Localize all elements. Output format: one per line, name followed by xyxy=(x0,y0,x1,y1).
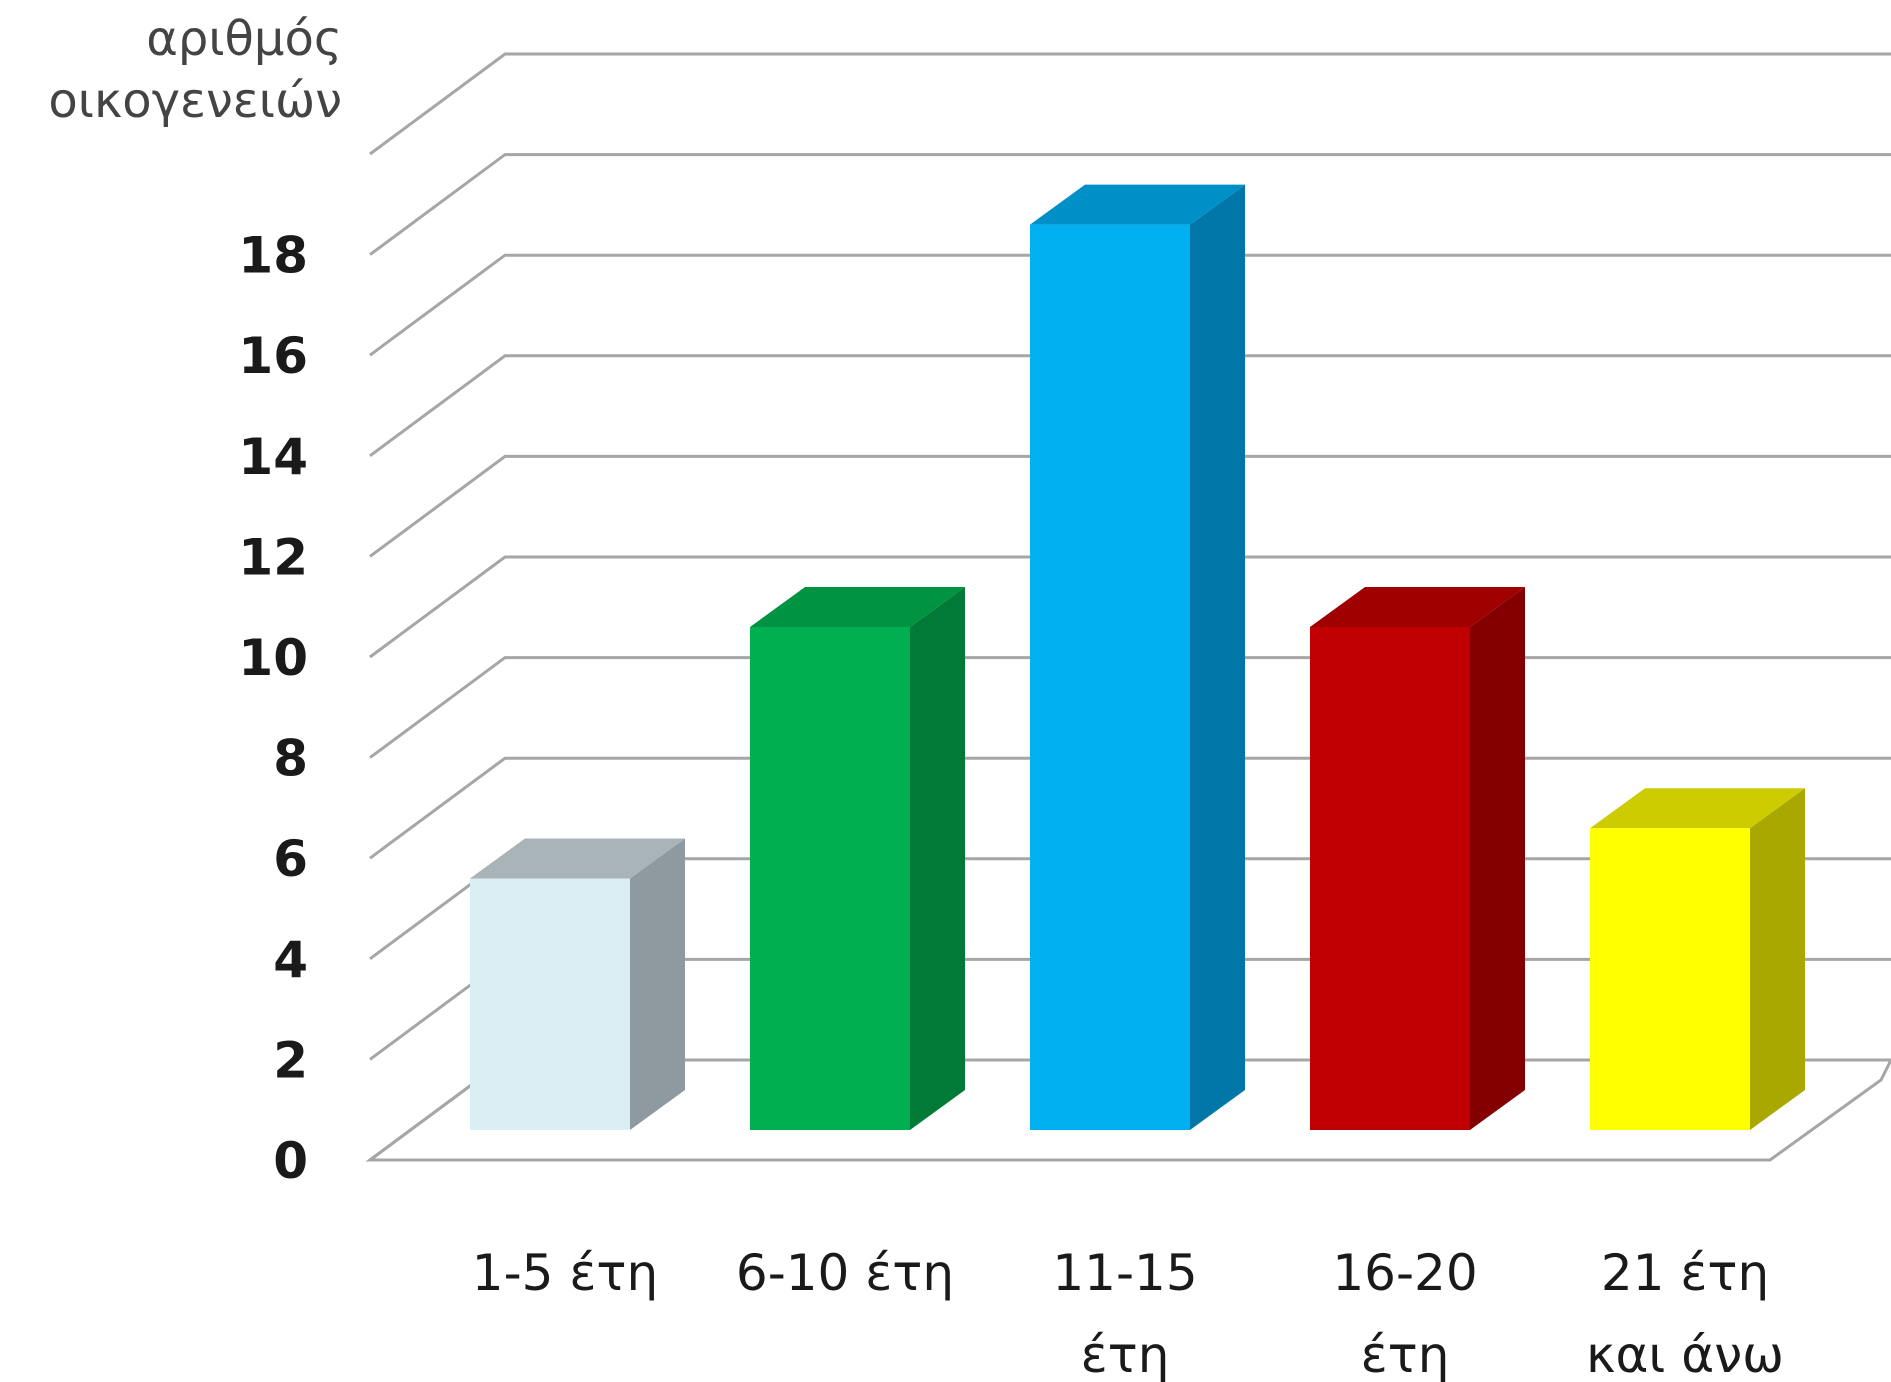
gridline xyxy=(369,354,1891,458)
bar-top xyxy=(750,587,965,627)
bar xyxy=(750,627,910,1130)
bar xyxy=(1030,224,1190,1131)
category-label: 21 έτη xyxy=(1601,1244,1769,1302)
category-label: 11-15 xyxy=(1052,1244,1197,1302)
category-label: 1-5 έτη xyxy=(472,1244,658,1302)
category-label: και άνω xyxy=(1586,1326,1784,1382)
bar-top xyxy=(1310,587,1525,627)
gridline xyxy=(369,153,1891,256)
y-tick-label: 16 xyxy=(238,327,308,385)
y-tick-label: 14 xyxy=(238,428,308,486)
bar-side xyxy=(1470,587,1525,1130)
gridline xyxy=(369,555,1891,659)
y-axis-title-line-1: αριθμός xyxy=(146,11,342,67)
gridline xyxy=(369,253,1891,357)
category-label: έτη xyxy=(1081,1326,1170,1382)
bar xyxy=(470,878,630,1130)
y-tick-label: 0 xyxy=(273,1132,308,1190)
category-label: έτη xyxy=(1361,1326,1450,1382)
y-tick-label: 6 xyxy=(273,830,308,888)
y-tick-label: 18 xyxy=(238,227,308,285)
bar-top xyxy=(1030,184,1245,225)
bar-side xyxy=(1750,788,1805,1130)
y-tick-label: 4 xyxy=(273,931,308,989)
y-tick-label: 10 xyxy=(238,629,308,687)
y-axis-title-line-2: οικογενειών xyxy=(48,73,342,129)
bar xyxy=(1310,627,1470,1130)
bar-top xyxy=(1590,788,1805,829)
y-axis-title: αριθμός οικογενειών xyxy=(0,8,342,132)
bar-side xyxy=(630,838,685,1130)
category-label: 6-10 έτη xyxy=(736,1244,954,1302)
gridline xyxy=(369,454,1891,558)
y-tick-label: 12 xyxy=(238,528,308,586)
y-tick-label: 8 xyxy=(273,730,308,788)
y-tick-label: 2 xyxy=(273,1031,308,1089)
bar-top xyxy=(470,838,685,879)
bar-side xyxy=(910,587,965,1130)
category-label: 16-20 xyxy=(1332,1244,1477,1302)
gridline xyxy=(369,52,1891,156)
bar xyxy=(1590,828,1750,1130)
bar-side xyxy=(1190,184,1245,1131)
